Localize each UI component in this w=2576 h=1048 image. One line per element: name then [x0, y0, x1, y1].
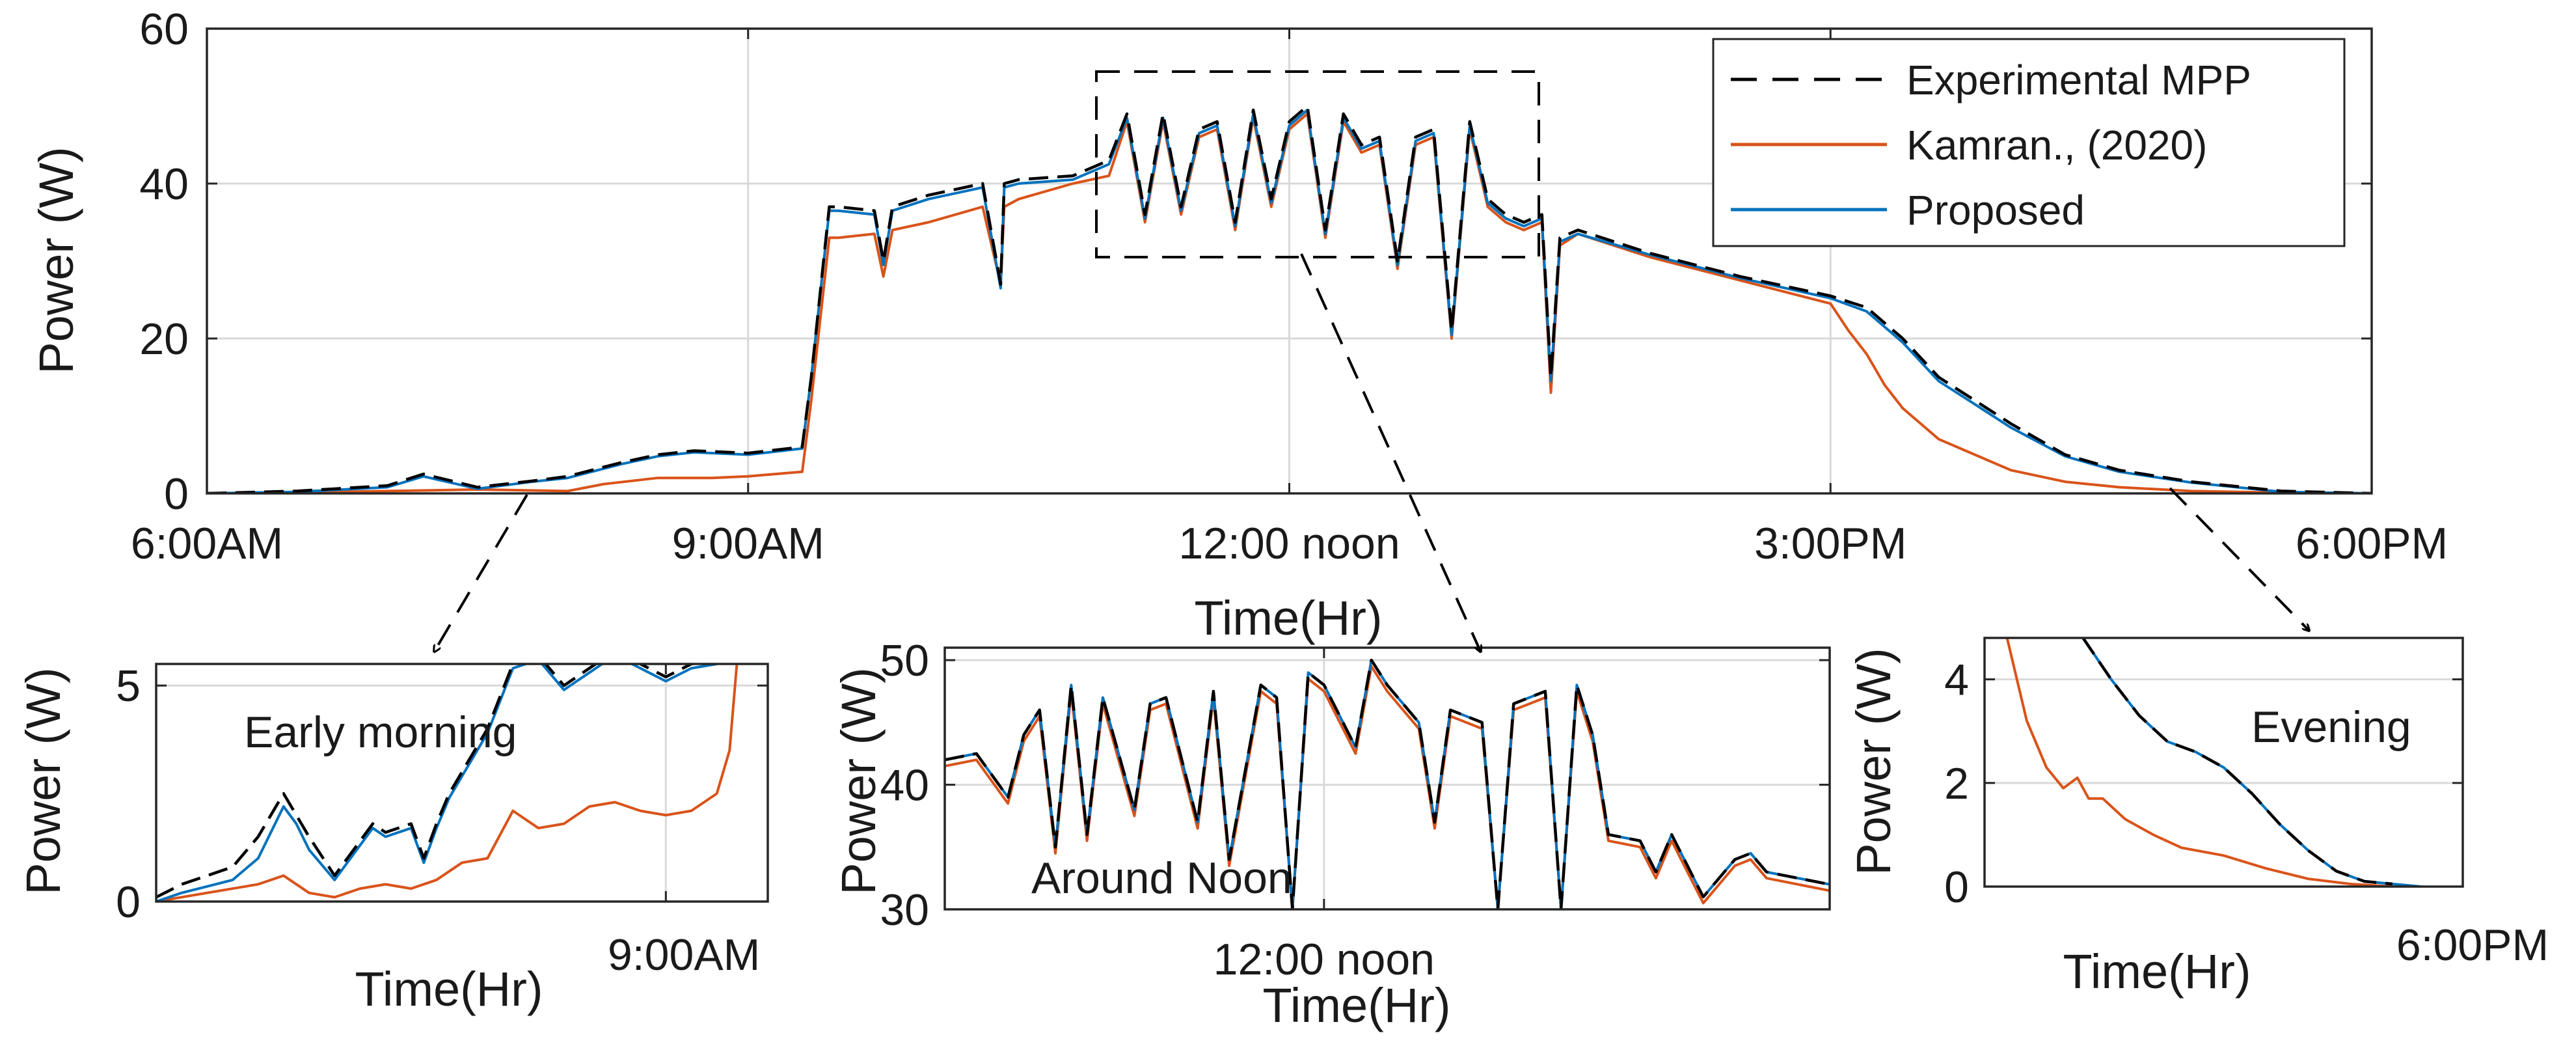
- y-tick-label: 0: [164, 469, 189, 519]
- y-tick-label: 50: [880, 636, 929, 685]
- inset-chart-early-morning: 0 5 9:00AM Time(Hr) Power (W) Early morning: [16, 661, 769, 1016]
- series-line-kamran-2020: [156, 664, 739, 902]
- axes-frame: [1983, 637, 2464, 888]
- callout-arrow-evening: [2169, 487, 2309, 630]
- callout-arrow-morning: [435, 493, 528, 651]
- legend-label-experimental-mpp: Experimental MPP: [1906, 57, 2251, 103]
- y-axis-label: Power (W): [29, 146, 83, 374]
- x-axis-label: Time(Hr): [1194, 591, 1382, 645]
- x-axis-label: Time(Hr): [355, 962, 543, 1016]
- x-tick-label: 6:00PM: [2296, 519, 2448, 568]
- legend: Experimental MPP Kamran., (2020) Propose…: [1712, 38, 2346, 247]
- x-tick-label: 12:00 noon: [1213, 935, 1435, 984]
- inset-chart-evening: 0 2 4 6:00PM Time(Hr) Power (W) Evening: [1847, 637, 2549, 999]
- axes-frame: [155, 663, 769, 903]
- y-axis-label: Power (W): [832, 667, 886, 894]
- y-tick-label: 40: [139, 159, 189, 209]
- y-tick-label: 5: [116, 661, 141, 711]
- y-tick-label: 4: [1944, 655, 1969, 705]
- legend-label-proposed: Proposed: [1906, 187, 2085, 234]
- annotation-early-morning: Early morning: [244, 708, 517, 757]
- y-tick-label: 0: [1944, 862, 1969, 912]
- y-axis-label: Power (W): [1847, 648, 1901, 875]
- series-line-kamran-2020: [2005, 638, 2393, 887]
- callout-arrow-noon: [1300, 253, 1480, 651]
- x-axis-label: Time(Hr): [2063, 945, 2251, 999]
- series-line-experimental-mpp: [2081, 638, 2393, 886]
- x-tick-label: 12:00 noon: [1178, 519, 1400, 568]
- x-axis-label: Time(Hr): [1262, 978, 1450, 1032]
- series-line-experimental-mpp: [156, 664, 701, 899]
- y-tick-label: 60: [139, 5, 189, 54]
- series-line-experimental-mpp: [945, 658, 1830, 909]
- y-axis-label: Power (W): [16, 667, 70, 894]
- legend-box: [1712, 38, 2346, 247]
- x-tick-label: 3:00PM: [1754, 519, 1906, 568]
- y-tick-label: 2: [1944, 759, 1969, 808]
- x-tick-label: 6:00AM: [131, 519, 283, 568]
- y-tick-label: 40: [880, 761, 929, 810]
- x-tick-label: 9:00AM: [608, 930, 760, 980]
- y-tick-label: 30: [880, 885, 929, 935]
- x-tick-label: 6:00PM: [2396, 920, 2549, 970]
- plot-area: [1985, 638, 2463, 887]
- x-tick-label: 9:00AM: [672, 519, 824, 568]
- legend-label-kamran: Kamran., (2020): [1906, 122, 2207, 169]
- y-tick-label: 20: [139, 314, 189, 364]
- zoom-box-noon: [1095, 70, 1540, 258]
- y-tick-label: 0: [116, 877, 141, 927]
- annotation-evening: Evening: [2251, 702, 2411, 752]
- series-line-kamran-2020: [207, 112, 2372, 493]
- axes-frame: [943, 646, 1831, 911]
- series-line-experimental-mpp: [207, 104, 2372, 493]
- annotation-around-noon: Around Noon: [1031, 853, 1292, 903]
- series-line-proposed: [156, 664, 718, 902]
